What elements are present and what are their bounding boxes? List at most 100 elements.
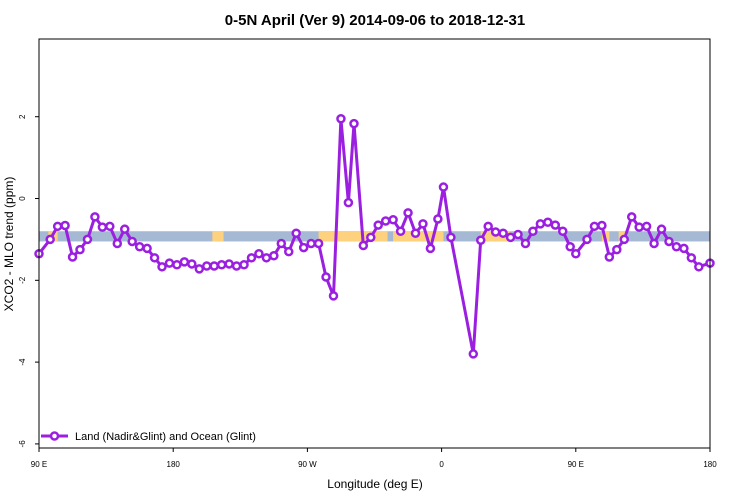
data-point [269, 251, 279, 261]
data-point [641, 221, 652, 232]
data-point [571, 248, 581, 259]
legend-entry-label: Land (Nadir&Glint) and Ocean (Glint) [75, 431, 256, 443]
data-point [45, 234, 55, 245]
series-points [34, 114, 715, 359]
data-point [505, 232, 516, 243]
x-tick-label: 90 E [31, 460, 47, 469]
y-tick-label: -4 [18, 358, 27, 366]
data-point [82, 234, 93, 245]
data-point [149, 253, 160, 263]
data-point [60, 220, 70, 231]
data-point [619, 234, 630, 245]
data-point [119, 224, 130, 234]
data-point [75, 244, 85, 255]
data-point [395, 226, 406, 236]
y-tick-label: -6 [18, 440, 27, 448]
data-point [194, 264, 205, 274]
data-point [373, 220, 383, 230]
chart-title: 0-5N April (Ver 9) 2014-09-06 to 2018-12… [225, 12, 525, 29]
data-point [90, 212, 100, 222]
data-point [656, 224, 667, 234]
data-point [349, 118, 359, 129]
data-point [321, 272, 331, 282]
data-point [172, 260, 182, 270]
data-point [231, 261, 242, 271]
data-point [679, 243, 689, 254]
data-point [127, 236, 137, 247]
data-point [313, 238, 324, 249]
x-tick-label: 90 W [298, 460, 317, 469]
data-point [612, 244, 622, 255]
data-point [216, 260, 227, 270]
band-land-segment [212, 231, 224, 242]
data-point [284, 246, 294, 257]
data-point [97, 222, 108, 232]
x-tick-label: 180 [167, 460, 181, 469]
data-point [403, 208, 413, 218]
data-point [604, 252, 615, 262]
data-point [291, 228, 301, 239]
data-point [418, 219, 428, 229]
data-point [112, 238, 123, 249]
data-point [582, 234, 592, 245]
data-point [528, 226, 538, 236]
data-point [468, 349, 479, 359]
x-tick-label: 0 [439, 460, 444, 469]
data-point [686, 253, 697, 263]
data-point [358, 240, 369, 251]
data-point [52, 221, 63, 232]
data-point [202, 261, 212, 271]
data-point [649, 238, 659, 249]
data-point [209, 261, 219, 271]
data-point [261, 253, 272, 263]
data-point [179, 257, 190, 267]
data-point [328, 291, 339, 301]
data-point [535, 219, 546, 229]
data-point [498, 228, 508, 239]
data-point [298, 242, 309, 253]
data-point [558, 226, 568, 236]
y-tick-label: 2 [18, 114, 27, 119]
data-point [513, 229, 523, 240]
data-point [388, 215, 398, 225]
plot-frame [38, 38, 711, 449]
data-point [164, 258, 175, 268]
band-land-segment [318, 231, 388, 242]
data-point [343, 197, 354, 208]
data-point [224, 259, 234, 269]
data-point [543, 217, 553, 227]
x-tick-label: 90 E [568, 460, 584, 469]
x-axis: 90 E 180 90 W 0 90 E 180 [31, 448, 717, 469]
data-point [239, 260, 249, 270]
data-point [550, 220, 561, 230]
data-point [366, 232, 376, 243]
data-point [187, 259, 197, 269]
x-axis-label: Longitude (deg E) [327, 477, 422, 491]
data-point [634, 222, 644, 232]
y-tick-label: 0 [18, 196, 27, 201]
data-point [142, 243, 152, 254]
y-tick-label: -2 [18, 276, 27, 284]
data-point [105, 221, 115, 232]
data-point [276, 238, 287, 249]
y-axis-label: XCO2 - MLO trend (ppm) [2, 177, 16, 312]
data-point [438, 182, 449, 192]
data-point [134, 242, 145, 252]
data-point [626, 212, 637, 222]
legend-marker-swatch [49, 431, 60, 441]
data-point [157, 262, 167, 272]
data-point [565, 242, 575, 252]
data-point [664, 236, 674, 247]
data-point [490, 227, 501, 237]
data-point [306, 238, 316, 249]
data-point [589, 221, 600, 232]
data-point [475, 235, 486, 245]
data-point [597, 220, 607, 231]
data-point [671, 242, 682, 252]
data-point [520, 238, 531, 249]
data-point [254, 248, 264, 259]
data-point [380, 216, 391, 226]
x-tick-label: 180 [703, 460, 717, 469]
data-point [694, 262, 704, 272]
data-point [410, 228, 421, 239]
